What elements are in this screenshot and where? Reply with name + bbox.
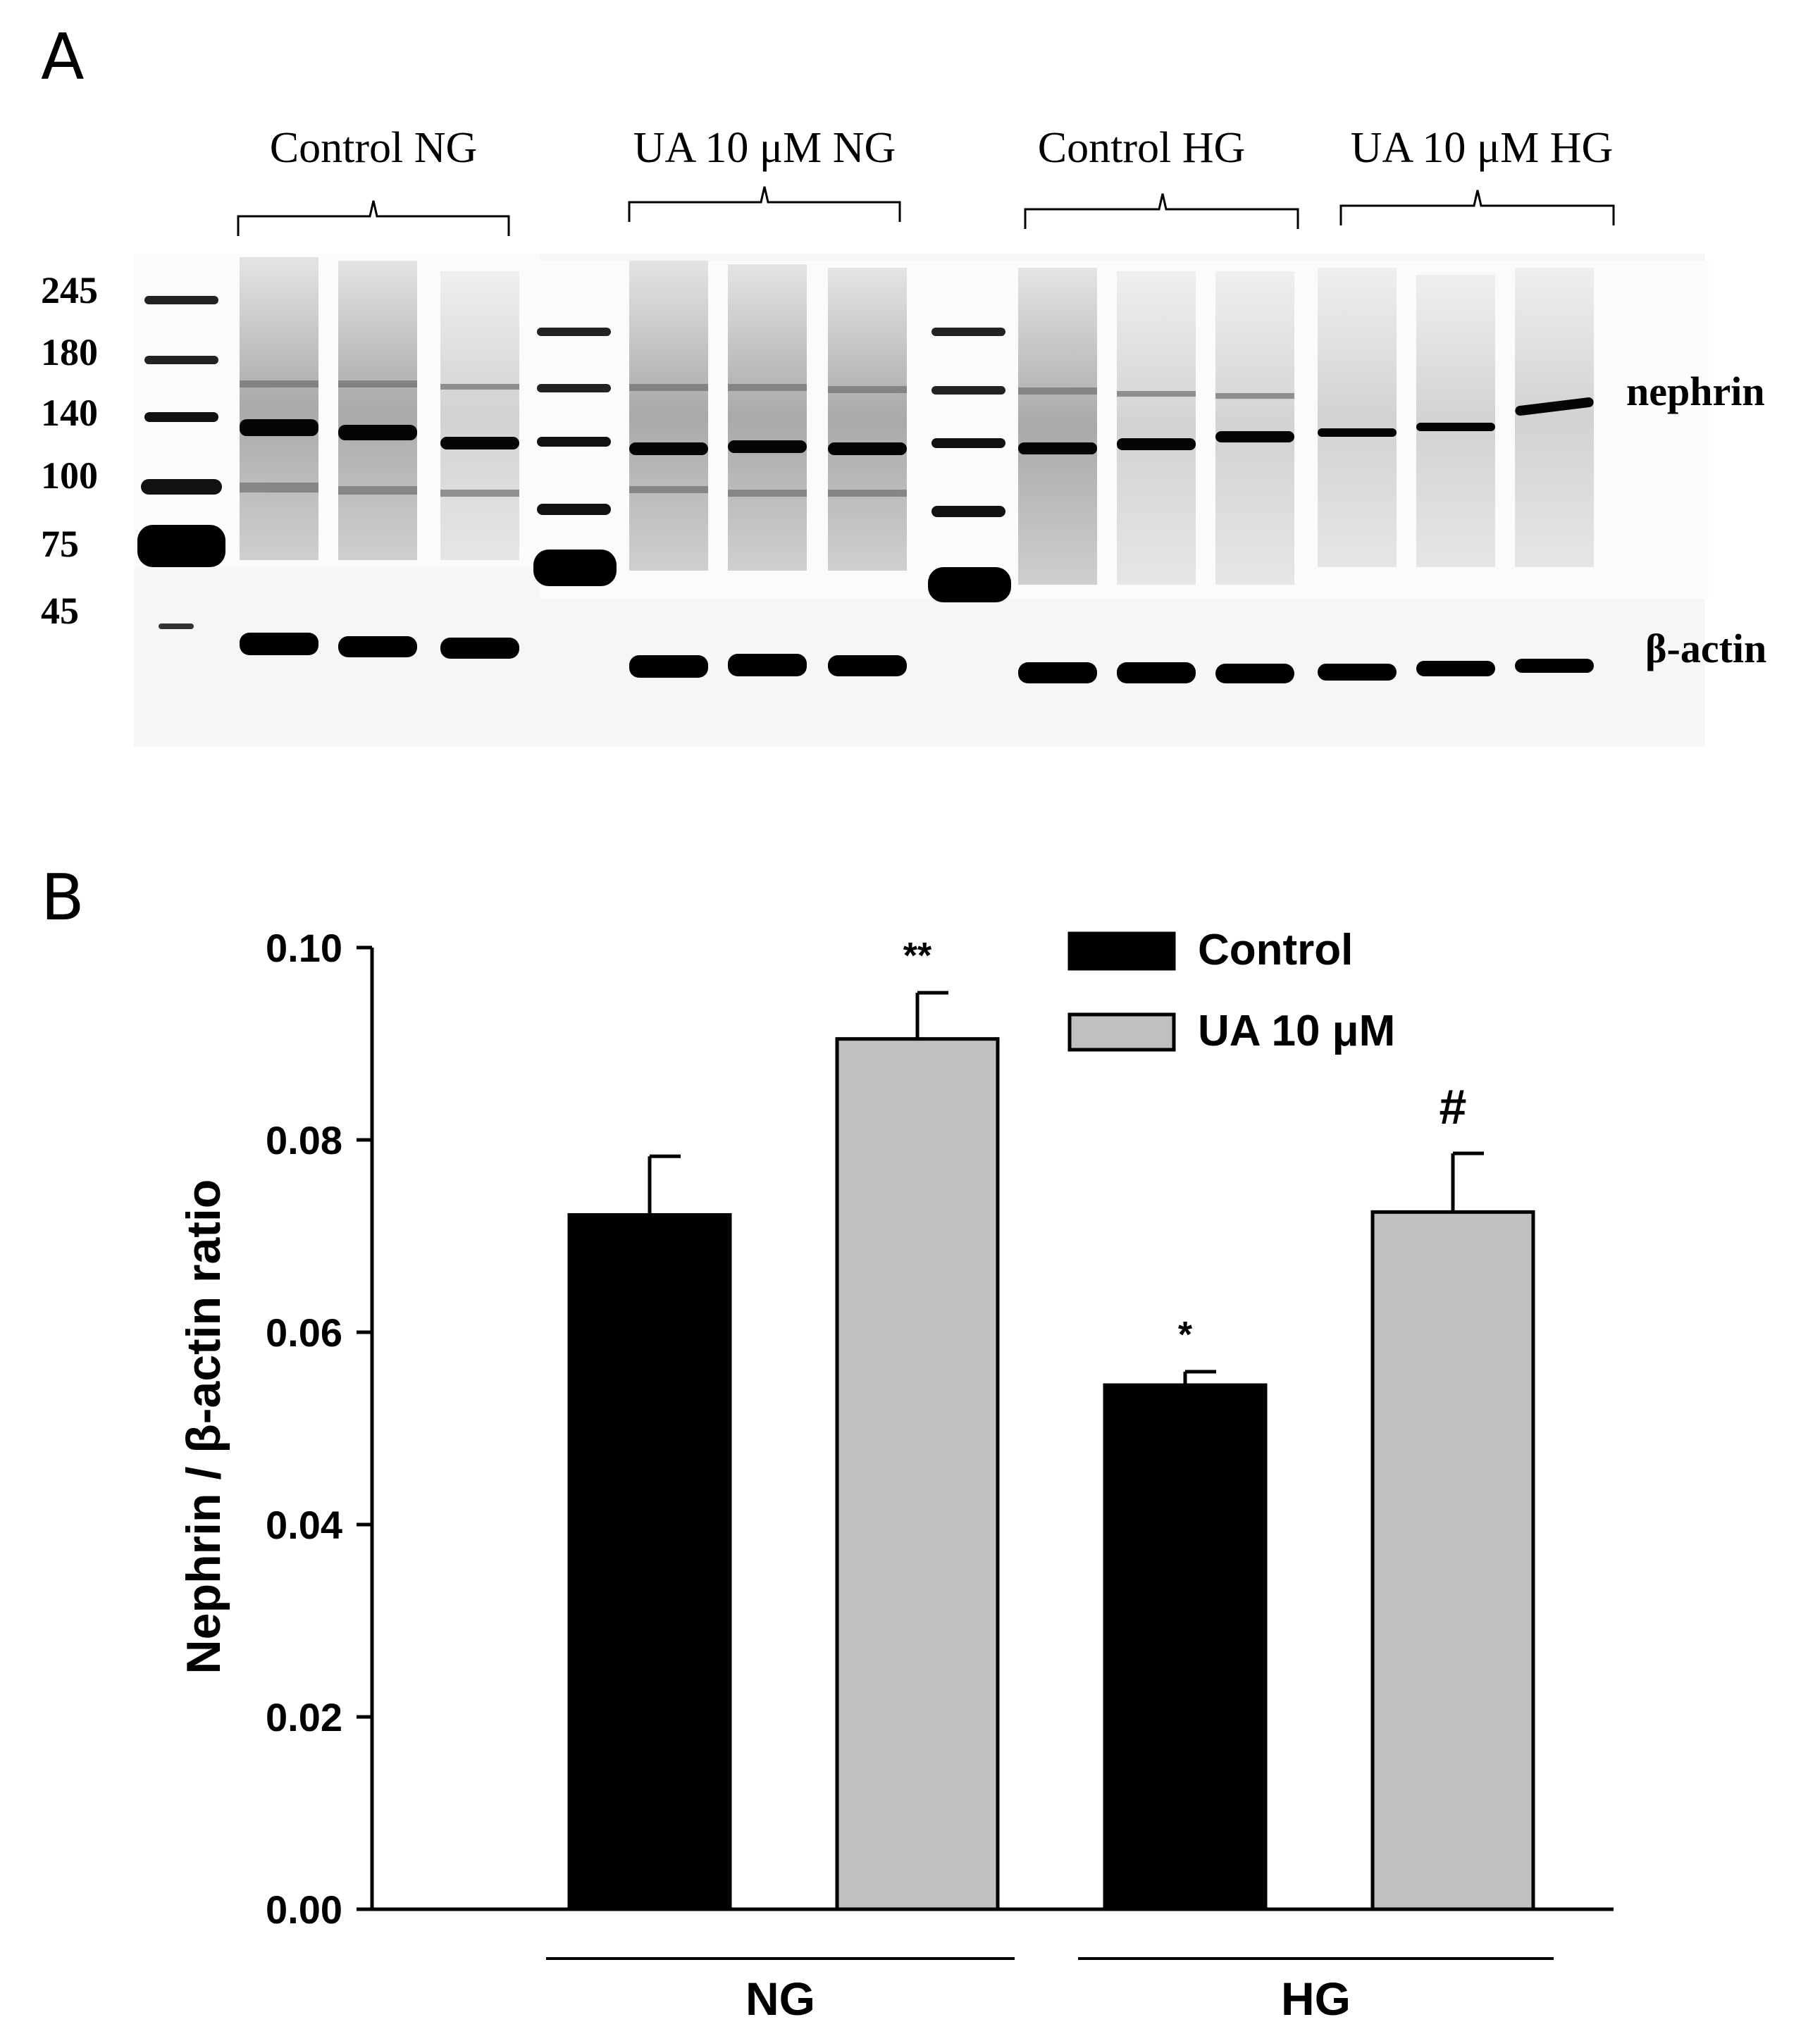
y-tick-label: 0.02 — [266, 1695, 342, 1739]
significance-mark: ** — [903, 936, 932, 976]
lane-brackets — [237, 186, 1615, 236]
panel-a-label: A — [41, 20, 85, 94]
bracket-ua-ng — [628, 186, 901, 222]
ladder-lane-3 — [928, 328, 1011, 602]
legend-label: Control — [1198, 926, 1353, 974]
bar-hg-ua — [1370, 1210, 1535, 1911]
sample-lanes — [240, 257, 1594, 683]
y-tick-label: 0.08 — [266, 1118, 342, 1162]
y-axis-label: Nephrin / β-actin ratio — [177, 1179, 230, 1675]
legend-swatch — [1067, 931, 1176, 971]
y-tick-label: 0.00 — [266, 1887, 342, 1932]
lane-group-label-ua-hg: UA 10 μM HG — [1351, 124, 1614, 172]
bar-chart: 0.000.020.040.060.080.10 ***# NG HG Nephr… — [177, 926, 1614, 2025]
protein-label-beta-actin: β-actin — [1645, 626, 1766, 671]
y-axis: 0.00 0.02 0.04 0.06 0.08 0.10 — [266, 926, 1614, 1932]
significance-mark: # — [1440, 1079, 1467, 1134]
protein-label-nephrin: nephrin — [1626, 368, 1765, 414]
mw-label-100: 100 — [41, 454, 98, 497]
mw-label-180: 180 — [41, 331, 98, 373]
y-tick-label: 0.06 — [266, 1310, 342, 1355]
legend: Control UA 10 μM — [1067, 926, 1395, 1055]
mw-marker-labels: 245 180 140 100 75 45 — [41, 269, 98, 632]
bars: ***# — [567, 936, 1535, 1911]
lane-group-label-control-hg: Control HG — [1038, 124, 1246, 172]
lane-group-label-ua-ng: UA 10 μM NG — [633, 124, 896, 172]
ladder-lane-2 — [533, 328, 617, 586]
bracket-control-ng — [237, 200, 510, 236]
bar-ng-control — [567, 1212, 732, 1911]
category-labels: NG HG — [546, 1957, 1554, 2025]
bracket-control-hg — [1024, 193, 1299, 229]
mw-label-75: 75 — [41, 523, 79, 565]
category-label: NG — [745, 1973, 815, 2025]
bracket-ua-hg — [1339, 190, 1615, 225]
mw-label-140: 140 — [41, 392, 98, 434]
western-blot — [134, 254, 1709, 747]
significance-mark: * — [1178, 1315, 1193, 1355]
nephrin-bands — [240, 397, 1594, 455]
y-tick-label: 0.10 — [266, 926, 342, 970]
mw-label-245: 245 — [41, 269, 98, 311]
ladder-lane-1 — [137, 296, 225, 629]
lane-group-label-control-ng: Control NG — [270, 124, 478, 172]
beta-actin-bands — [240, 633, 1594, 683]
legend-label: UA 10 μM — [1198, 1007, 1395, 1055]
y-tick-label: 0.04 — [266, 1503, 342, 1547]
legend-swatch — [1067, 1012, 1176, 1052]
bar-hg-control — [1103, 1383, 1268, 1911]
category-label: HG — [1281, 1973, 1351, 2025]
bar-ng-ua — [835, 1037, 1000, 1911]
panel-b-label: B — [41, 861, 85, 935]
mw-label-45: 45 — [41, 590, 79, 632]
